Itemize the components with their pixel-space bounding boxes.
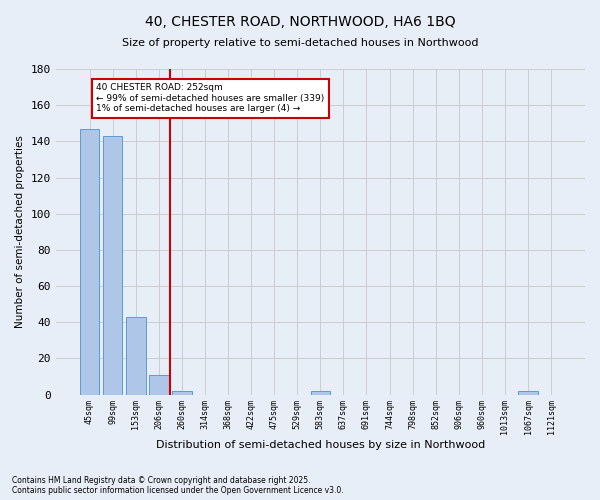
Y-axis label: Number of semi-detached properties: Number of semi-detached properties xyxy=(15,136,25,328)
Text: Contains HM Land Registry data © Crown copyright and database right 2025.
Contai: Contains HM Land Registry data © Crown c… xyxy=(12,476,344,495)
Bar xyxy=(80,128,100,394)
Bar xyxy=(103,136,122,394)
Bar xyxy=(149,374,169,394)
X-axis label: Distribution of semi-detached houses by size in Northwood: Distribution of semi-detached houses by … xyxy=(156,440,485,450)
Text: 40, CHESTER ROAD, NORTHWOOD, HA6 1BQ: 40, CHESTER ROAD, NORTHWOOD, HA6 1BQ xyxy=(145,15,455,29)
Text: Size of property relative to semi-detached houses in Northwood: Size of property relative to semi-detach… xyxy=(122,38,478,48)
Bar xyxy=(126,317,146,394)
Bar xyxy=(311,391,330,394)
Bar xyxy=(172,391,191,394)
Text: 40 CHESTER ROAD: 252sqm
← 99% of semi-detached houses are smaller (339)
1% of se: 40 CHESTER ROAD: 252sqm ← 99% of semi-de… xyxy=(97,84,325,114)
Bar xyxy=(518,391,538,394)
